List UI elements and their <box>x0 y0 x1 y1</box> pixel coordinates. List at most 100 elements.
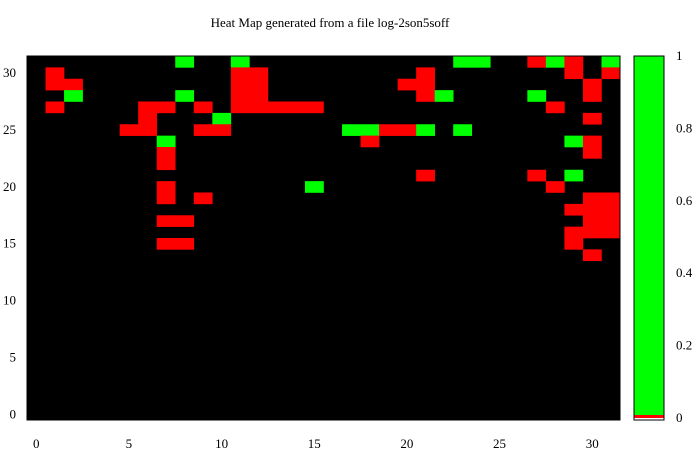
colorbar-tick-label: 0.6 <box>676 193 693 208</box>
heatmap-cell <box>45 78 65 91</box>
heatmap-cell <box>582 226 602 239</box>
heatmap-cell <box>527 90 547 102</box>
heatmap-cells <box>45 56 621 262</box>
heatmap-cell <box>286 101 306 114</box>
heatmap-cell <box>453 124 473 136</box>
heatmap-cell <box>156 101 176 114</box>
heatmap-cell <box>360 124 380 136</box>
heatmap-cell <box>601 192 621 205</box>
heatmap-cell <box>601 67 621 80</box>
colorbar-tick-label: 0.8 <box>676 120 692 135</box>
heatmap-cell <box>156 238 176 250</box>
heatmap-cell <box>64 78 83 91</box>
heatmap-cell <box>397 78 417 91</box>
colorbar-tick-label: 0.2 <box>676 338 692 353</box>
heatmap-cell <box>416 90 435 102</box>
heatmap-cell <box>582 78 602 91</box>
heatmap-cell <box>582 90 602 102</box>
heatmap-cell <box>230 90 250 102</box>
colorbar-tick-label: 0.4 <box>676 265 693 280</box>
heatmap-cell <box>230 67 250 80</box>
heatmap-cell <box>471 56 491 68</box>
heatmap-cell <box>416 67 435 80</box>
heatmap-cell <box>564 238 584 250</box>
heatmap-cell <box>564 203 584 216</box>
heatmap-cell <box>230 56 250 68</box>
y-axis-ticks: 0 5 10 15 20 25 30 <box>3 65 16 421</box>
heatmap-cell <box>545 101 565 114</box>
heatmap-cell <box>249 78 269 91</box>
heatmap-cell <box>564 135 584 148</box>
y-tick-label: 15 <box>3 236 16 251</box>
plot-frame <box>26 55 621 421</box>
heatmap-cell <box>564 56 584 68</box>
heatmap-cell <box>304 101 324 114</box>
chart-title: Heat Map generated from a file log-2son5… <box>211 15 450 30</box>
heatmap-cell <box>582 203 602 216</box>
x-tick-label: 20 <box>400 436 413 451</box>
x-tick-label: 0 <box>33 436 40 451</box>
x-tick-label: 15 <box>308 436 321 451</box>
heatmap-cell <box>304 181 324 193</box>
heatmap-cell <box>156 158 176 171</box>
x-tick-label: 25 <box>493 436 506 451</box>
heatmap-cell <box>212 112 232 125</box>
heatmap-cell <box>249 67 269 80</box>
heatmap-cell <box>156 147 176 159</box>
heatmap-cell <box>601 56 621 68</box>
y-tick-label: 5 <box>10 349 17 364</box>
x-tick-label: 30 <box>586 436 599 451</box>
heatmap-cell <box>416 169 435 182</box>
heatmap-cell <box>193 101 213 114</box>
heatmap-cell <box>138 124 158 136</box>
heatmap-cell <box>545 56 565 68</box>
heatmap-cell <box>193 124 213 136</box>
x-axis-ticks: 0 5 10 15 20 25 30 <box>33 436 599 451</box>
heatmap-cell <box>342 124 361 136</box>
heatmap-cell <box>267 101 287 114</box>
heatmap-cell <box>527 56 547 68</box>
colorbar-red <box>634 415 664 418</box>
heatmap-cell <box>64 90 83 102</box>
heatmap-cell <box>156 192 176 205</box>
heatmap-cell <box>175 56 195 68</box>
colorbar-frame <box>633 55 665 421</box>
heatmap-cell <box>379 124 398 136</box>
heatmap-cell <box>582 192 602 205</box>
heatmap-cell <box>582 112 602 125</box>
y-tick-label: 30 <box>3 65 16 80</box>
heatmap-cell <box>360 135 380 148</box>
heatmap-cell <box>156 215 176 227</box>
heatmap-cell <box>434 90 454 102</box>
colorbar-tick-label: 1 <box>676 48 683 63</box>
heatmap-cell <box>119 124 139 136</box>
heatmap-cell <box>527 169 547 182</box>
heatmap-cell <box>230 101 250 114</box>
y-tick-label: 25 <box>3 122 16 137</box>
heatmap-cell <box>582 215 602 227</box>
y-tick-label: 10 <box>3 293 16 308</box>
heatmap-cell <box>564 67 584 80</box>
heatmap-cell <box>230 78 250 91</box>
heatmap-cell <box>416 78 435 91</box>
heatmap-cell <box>582 135 602 148</box>
heatmap-cell <box>156 135 176 148</box>
plot-area <box>27 56 620 420</box>
heatmap-cell <box>249 101 269 114</box>
x-tick-label: 10 <box>215 436 228 451</box>
heatmap-cell <box>582 147 602 159</box>
heatmap-cell <box>453 56 473 68</box>
colorbar-ticks: 0 0.2 0.4 0.6 0.8 1 <box>676 48 693 425</box>
heatmap-cell <box>138 101 158 114</box>
heatmap-cell <box>601 226 621 239</box>
heatmap-cell <box>416 124 435 136</box>
y-tick-label: 0 <box>10 406 17 421</box>
heatmap-cell <box>156 181 176 193</box>
heatmap-cell <box>397 124 417 136</box>
heatmap-cell <box>601 215 621 227</box>
heatmap-cell <box>175 215 195 227</box>
x-tick-label: 5 <box>126 436 133 451</box>
heatmap-cell <box>138 112 158 125</box>
colorbar-tick-label: 0 <box>676 410 683 425</box>
